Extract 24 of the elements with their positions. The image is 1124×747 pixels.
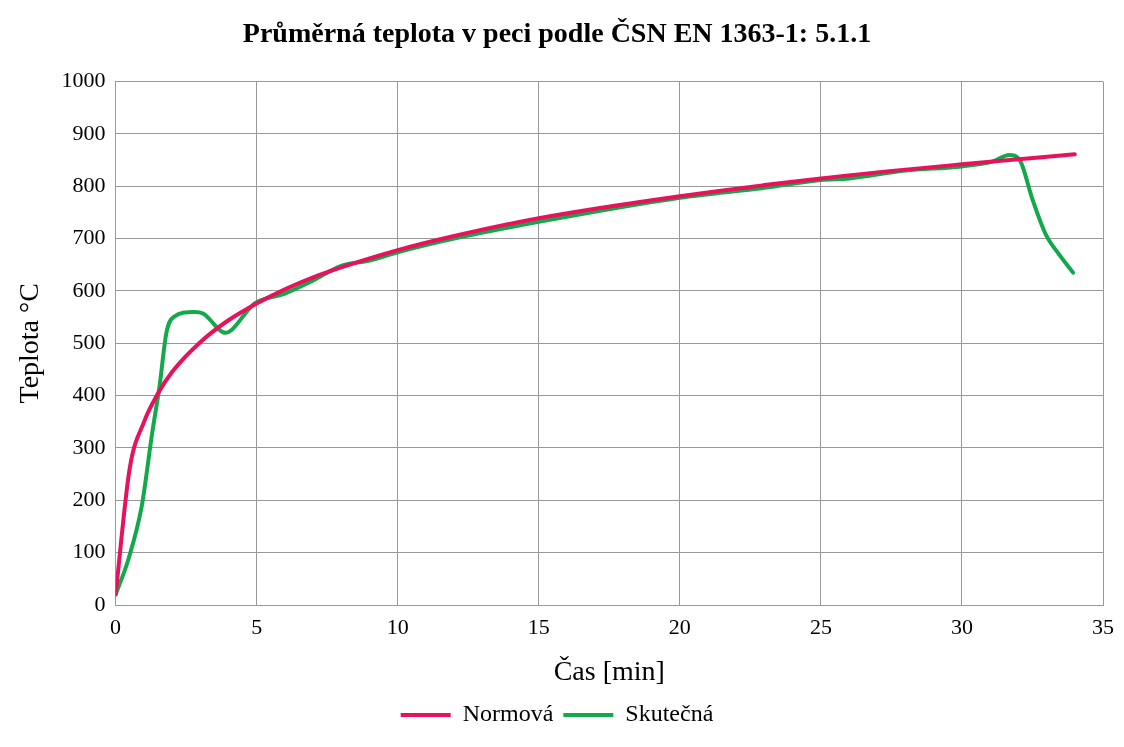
legend-label: Normová [462, 700, 554, 727]
y-tick-label: 800 [72, 172, 106, 198]
x-tick-label: 30 [950, 613, 973, 639]
y-tick-label: 1000 [61, 67, 106, 93]
legend-label: Skutečná [625, 700, 714, 727]
y-tick-label: 200 [72, 486, 106, 512]
x-axis-title: Čas [min] [553, 654, 665, 686]
chart-title: Průměrná teplota v peci podle ČSN EN 1363-1: 5.1.1 [242, 17, 872, 49]
y-tick-label: 300 [72, 433, 106, 459]
y-tick-label: 500 [72, 329, 106, 355]
y-tick-label: 900 [72, 119, 106, 145]
y-axis-title: Teplota °C [13, 283, 45, 404]
x-tick-label: 10 [386, 613, 409, 639]
x-tick-label: 35 [1092, 613, 1114, 639]
y-tick-label: 0 [94, 590, 106, 616]
x-tick-label: 5 [251, 613, 263, 639]
x-tick-label: 25 [809, 613, 832, 639]
x-tick-label: 0 [110, 613, 122, 639]
x-tick-label: 15 [527, 613, 550, 639]
y-tick-label: 600 [72, 276, 106, 302]
y-tick-label: 400 [72, 381, 106, 407]
y-tick-label: 700 [72, 224, 106, 250]
x-tick-label: 20 [668, 613, 691, 639]
y-tick-label: 100 [72, 538, 106, 564]
